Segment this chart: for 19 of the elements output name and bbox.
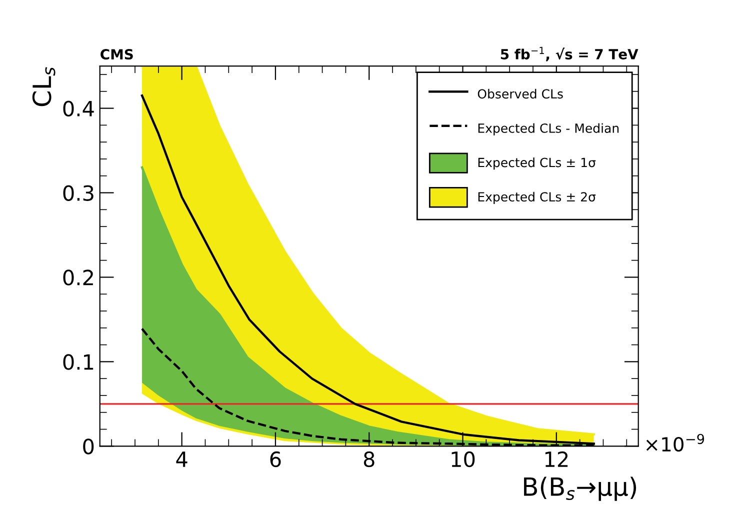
x-tick-label: 8 <box>364 451 374 468</box>
legend-label: Observed CLs <box>478 88 563 99</box>
legend-label: Expected CLs - Median <box>478 123 619 136</box>
text: 5 fb$^{−1}$, √s = 7 TeV <box>500 46 638 62</box>
x-tick-label: 6 <box>270 451 281 468</box>
x-axis-title: B(B$_{s}$→μμ) <box>524 476 636 501</box>
y-axis-title: CL$_{s}$ <box>32 67 56 106</box>
y-tick-label: 0.2 <box>63 270 93 286</box>
legend-label: Expected CLs ± 1σ <box>478 158 596 170</box>
y-tick-label: 0.3 <box>63 185 94 201</box>
x-tick-label: 12 <box>545 451 568 467</box>
y-tick-label: 0 <box>83 438 94 454</box>
text: ×10$^{−9}$ <box>646 434 704 452</box>
legend-label: Expected CLs ± 2σ <box>478 192 596 204</box>
text: CMS <box>100 49 133 60</box>
y-tick-label: 0.1 <box>63 354 94 370</box>
y-tick-label: 0.4 <box>63 100 94 116</box>
x-tick-label: 10 <box>452 451 475 468</box>
x-tick-label: 4 <box>176 452 188 467</box>
